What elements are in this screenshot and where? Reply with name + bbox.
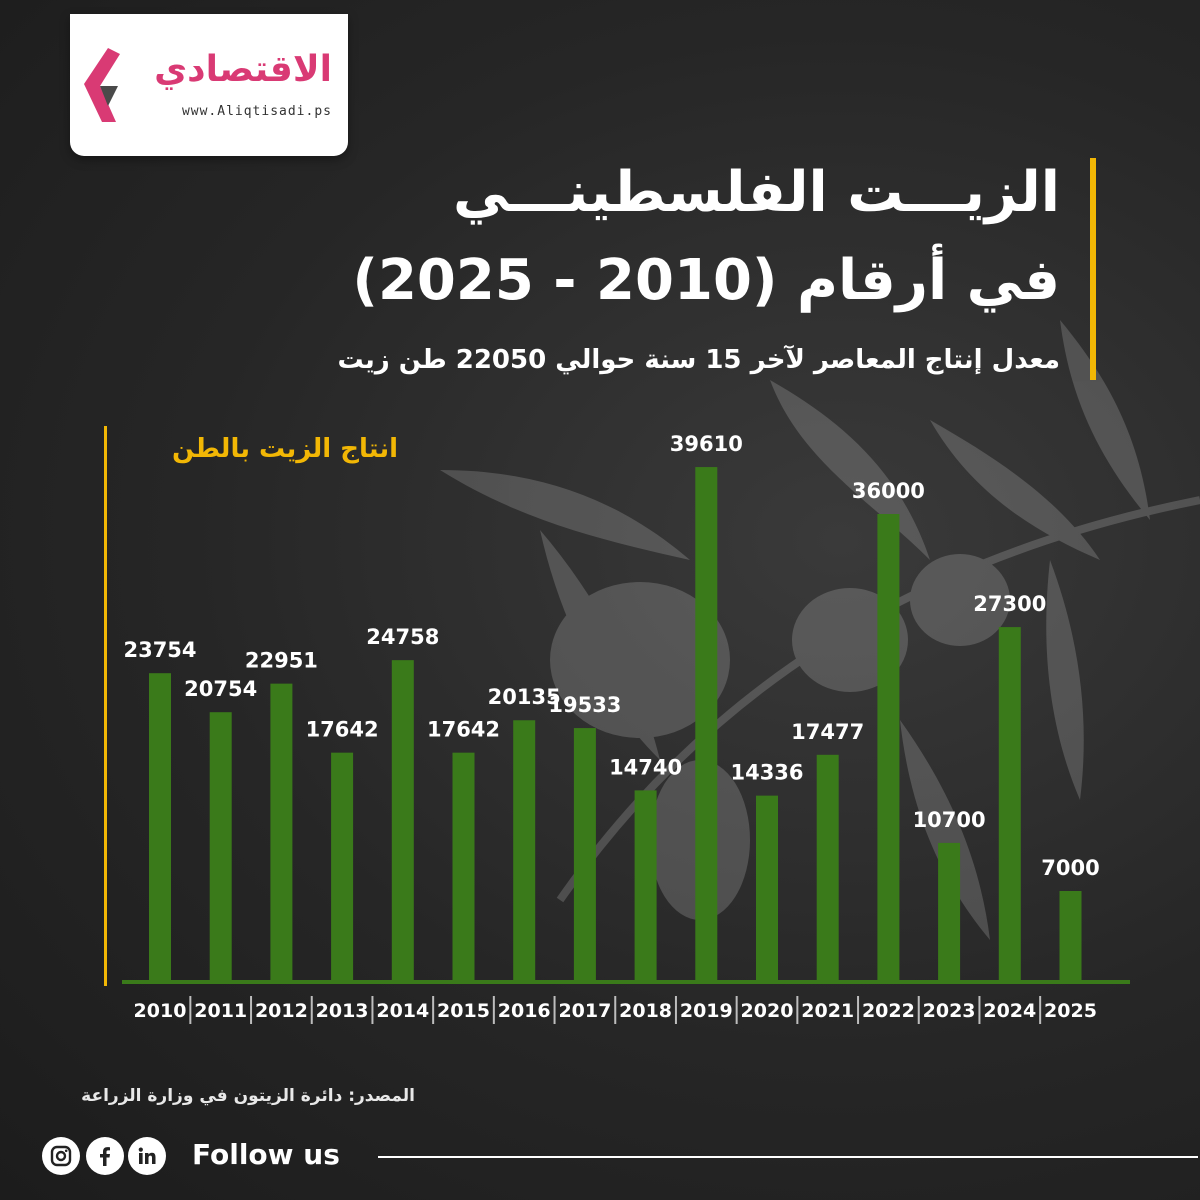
tick-separator [978,996,981,1024]
tick-separator [917,996,920,1024]
x-tick-label-2011: 2011 [194,1000,247,1022]
bar-2016 [513,720,536,982]
data-label-2017: 19533 [548,693,621,717]
tick-separator [492,996,495,1024]
x-tick-label-2015: 2015 [437,1000,490,1022]
tick-separator [796,996,799,1024]
logo-card[interactable]: الاقتصادي www.Aliqtisadi.ps [70,14,348,156]
chart-title: انتاج الزيت بالطن [171,434,398,464]
logo-url: www.Aliqtisadi.ps [181,104,332,119]
title-accent-bar [1090,158,1096,380]
data-label-2018: 14740 [609,755,682,779]
data-label-2010: 23754 [123,638,196,662]
data-label-2012: 22951 [245,649,318,673]
data-label-2022: 36000 [852,479,925,503]
bar-2019 [695,467,718,982]
page-subtitle: معدل إنتاج المعاصر لآخر 15 سنة حوالي 220… [337,345,1061,375]
bar-2021 [816,754,839,982]
data-label-2013: 17642 [306,718,379,742]
tick-separator [857,996,860,1024]
data-label-2011: 20754 [184,677,257,701]
x-tick-label-2012: 2012 [255,1000,308,1022]
data-label-2024: 27300 [973,592,1046,616]
y-axis-line [104,426,107,986]
x-tick-label-2010: 2010 [134,1000,187,1022]
x-tick-label-2018: 2018 [619,1000,672,1022]
bar-2023 [938,842,961,982]
tick-separator [614,996,617,1024]
x-tick-label-2014: 2014 [376,1000,429,1022]
bar-2017 [573,728,596,982]
source-note: المصدر: دائرة الزيتون في وزارة الزراعة [81,1086,415,1106]
data-label-2021: 17477 [791,720,864,744]
bar-2024 [998,627,1021,982]
x-tick-label-2016: 2016 [498,1000,551,1022]
tick-separator [189,996,192,1024]
tick-separator [1039,996,1042,1024]
x-tick-label-2022: 2022 [862,1000,915,1022]
logo-text: الاقتصادي [154,49,332,90]
bar-2015 [452,752,475,982]
x-axis-line [122,980,1130,984]
x-tick-label-2024: 2024 [983,1000,1036,1022]
bar-2011 [209,712,232,982]
data-label-2015: 17642 [427,718,500,742]
x-tick-label-2017: 2017 [558,1000,611,1022]
x-tick-label-2025: 2025 [1044,1000,1097,1022]
bar-2025 [1059,891,1082,982]
page-title-line-1: الزيـــت الفلسطينـــي [452,160,1060,225]
bar-2012 [270,683,293,982]
bar-2018 [634,790,657,982]
data-label-2023: 10700 [913,808,986,832]
tick-separator [371,996,374,1024]
page-title-line-2: في أرقام (2010 - 2025) [352,248,1060,313]
data-label-2014: 24758 [366,625,439,649]
bar-2014 [391,660,414,982]
follow-divider [378,1156,1198,1158]
tick-separator [310,996,313,1024]
tick-separator [432,996,435,1024]
linkedin-icon[interactable] [128,1137,166,1175]
data-label-2016: 20135 [488,685,561,709]
bar-2020 [756,795,778,982]
data-label-2019: 39610 [670,432,743,456]
x-tick-label-2023: 2023 [923,1000,976,1022]
tick-separator [553,996,556,1024]
tick-separator [735,996,738,1024]
tick-separator [250,996,253,1024]
data-label-2020: 14336 [730,761,803,785]
x-tick-label-2021: 2021 [801,1000,854,1022]
bar-2013 [331,752,354,982]
tick-separator [674,996,677,1024]
data-label-2025: 7000 [1041,856,1099,880]
bar-2022 [877,514,900,982]
x-tick-label-2019: 2019 [680,1000,733,1022]
x-tick-label-2020: 2020 [741,1000,794,1022]
bar-2010 [149,673,171,982]
logo-mark-icon [84,48,120,122]
instagram-icon[interactable] [42,1137,80,1175]
facebook-icon[interactable] [86,1137,124,1175]
x-tick-label-2013: 2013 [316,1000,369,1022]
follow-us-label: Follow us [192,1138,340,1171]
